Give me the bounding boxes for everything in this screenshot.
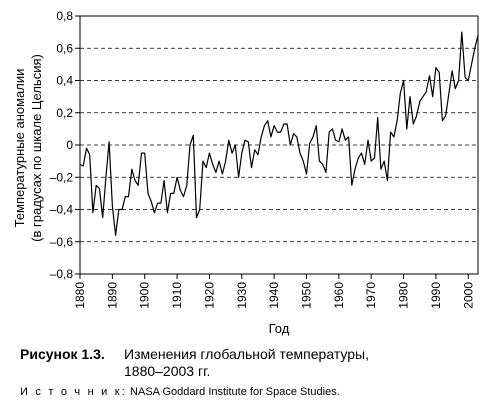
x-tick-label: 1910 — [170, 282, 184, 309]
x-tick-label: 1950 — [300, 282, 314, 309]
source-text: NASA Goddard Institute for Space Studies… — [130, 386, 340, 398]
y-tick-label: 0 — [66, 138, 73, 152]
y-tick-label: 0,4 — [56, 74, 73, 88]
temperature-anomaly-line — [79, 31, 479, 236]
y-tick-label: –0,2 — [50, 170, 74, 184]
y-axis-label-units: (в градусах по шкале Цельсия) — [29, 54, 44, 242]
y-tick-label: –0,8 — [50, 267, 74, 281]
x-tick-label: 1980 — [397, 282, 411, 309]
source-label: И с т о ч н и к: — [20, 386, 127, 398]
y-tick-label: 0,8 — [56, 9, 73, 23]
x-tick-label: 1920 — [202, 282, 216, 309]
x-axis-ticks: 1880 1890 1900 1910 1920 1930 1940 1950 1960 1970… — [73, 274, 475, 309]
figure-title: Изменения глобальной температуры, 1880–2… — [124, 346, 369, 379]
source-note: И с т о ч н и к: NASA Goddard Institute … — [20, 386, 340, 398]
y-axis-ticks: –0,8 –0,6 –0,4 –0,2 0 0,2 0,4 0,6 0,8 — [50, 9, 80, 281]
x-tick-label: 2000 — [461, 282, 475, 309]
figure-caption: Рисунок 1.3. Изменения глобальной темпер… — [20, 346, 369, 379]
x-tick-label: 1960 — [332, 282, 346, 309]
y-axis-label: Температурные аномалии — [12, 69, 27, 228]
x-axis-label: Год — [269, 321, 290, 336]
x-tick-label: 1940 — [267, 282, 281, 309]
x-tick-label: 1880 — [73, 282, 87, 309]
x-tick-label: 1890 — [105, 282, 119, 309]
y-tick-label: 0,2 — [56, 106, 73, 120]
y-tick-label: –0,6 — [50, 235, 74, 249]
x-tick-label: 1990 — [429, 282, 443, 309]
gridlines — [80, 47, 478, 243]
figure-number: Рисунок 1.3. — [20, 346, 105, 362]
series-layer — [79, 31, 479, 236]
y-tick-label: –0,4 — [50, 203, 74, 217]
x-tick-label: 1930 — [235, 282, 249, 309]
x-tick-label: 1900 — [138, 282, 152, 309]
y-tick-label: 0,6 — [56, 41, 73, 55]
x-tick-label: 1970 — [364, 282, 378, 309]
